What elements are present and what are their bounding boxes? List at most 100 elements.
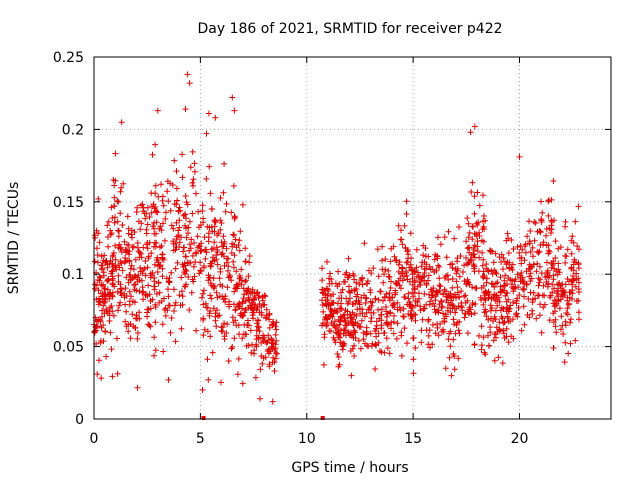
data-point: [112, 256, 119, 263]
data-point: [352, 335, 359, 342]
data-point: [341, 311, 348, 318]
data-point: [572, 259, 579, 266]
data-point: [379, 266, 386, 273]
data-point: [460, 269, 466, 275]
data-point: [209, 228, 216, 235]
data-point: [547, 294, 553, 301]
data-point: [383, 335, 390, 342]
data-point: [406, 301, 413, 308]
data-point: [336, 330, 343, 337]
data-point: [140, 296, 147, 303]
data-point: [156, 289, 163, 296]
data-point: [411, 286, 418, 293]
data-point: [195, 208, 202, 215]
data-point: [404, 248, 411, 255]
data-point: [448, 297, 454, 304]
data-point: [162, 312, 169, 319]
data-point: [158, 243, 165, 249]
data-point: [159, 321, 166, 328]
data-point: [220, 233, 227, 240]
data-point: [361, 313, 368, 320]
data-point: [115, 307, 121, 314]
data-point: [386, 274, 393, 281]
data-point: [159, 254, 166, 261]
data-point: [351, 342, 357, 349]
data-point: [271, 368, 278, 374]
data-point: [564, 276, 571, 282]
data-point: [198, 247, 205, 254]
data-point: [466, 229, 473, 236]
data-point: [118, 248, 125, 255]
data-point: [231, 107, 238, 114]
data-point: [520, 279, 527, 286]
data-point: [241, 309, 248, 316]
data-point: [160, 348, 167, 355]
data-point: [536, 228, 543, 234]
data-point: [126, 251, 132, 258]
data-point: [538, 216, 545, 223]
data-point: [567, 319, 573, 326]
data-point: [337, 313, 344, 320]
data-point: [464, 245, 471, 252]
data-point: [319, 286, 326, 293]
data-point: [114, 198, 121, 204]
data-point: [145, 321, 152, 328]
data-point: [180, 212, 187, 219]
data-point: [438, 298, 445, 305]
data-point: [445, 336, 452, 343]
data-point: [332, 280, 339, 287]
data-point: [167, 207, 174, 214]
data-point: [445, 276, 452, 283]
data-point: [253, 343, 260, 350]
data-point: [188, 236, 195, 243]
data-point: [181, 260, 188, 267]
data-point: [529, 307, 536, 314]
data-point: [320, 361, 327, 368]
data-point: [421, 305, 428, 312]
data-point: [116, 264, 123, 271]
data-point: [401, 325, 408, 332]
data-point: [547, 230, 554, 236]
data-point: [182, 283, 189, 290]
data-point: [172, 299, 179, 306]
data-point: [335, 354, 342, 360]
data-point: [354, 320, 361, 327]
data-point: [268, 335, 275, 342]
data-point: [105, 276, 112, 283]
data-point: [412, 344, 419, 351]
data-point: [500, 282, 507, 289]
data-point: [481, 225, 488, 232]
data-point: [148, 209, 155, 216]
data-point: [171, 302, 178, 309]
data-point: [221, 253, 227, 260]
axis-ticks: [93, 56, 611, 420]
data-point: [563, 253, 570, 260]
data-point: [162, 305, 169, 312]
data-point: [200, 219, 207, 226]
data-point: [420, 273, 427, 280]
data-point: [258, 312, 265, 318]
data-point: [118, 119, 125, 126]
data-point: [186, 307, 193, 313]
data-point: [163, 209, 169, 216]
data-point: [472, 284, 479, 291]
data-point: [231, 301, 237, 308]
data-point: [514, 313, 521, 320]
data-point: [146, 214, 153, 220]
data-point: [564, 305, 571, 312]
grid-lines: [94, 57, 611, 419]
data-point: [240, 295, 247, 302]
data-point: [400, 305, 407, 312]
data-point: [487, 302, 494, 309]
data-point: [97, 299, 104, 306]
data-point: [245, 304, 252, 311]
data-point: [155, 279, 162, 286]
data-point: [365, 306, 372, 313]
data-point: [401, 294, 408, 300]
data-point: [538, 198, 544, 205]
data-point: [115, 233, 122, 240]
data-point: [177, 302, 184, 309]
data-point: [98, 375, 105, 382]
data-point: [362, 300, 369, 306]
data-point: [153, 219, 160, 226]
